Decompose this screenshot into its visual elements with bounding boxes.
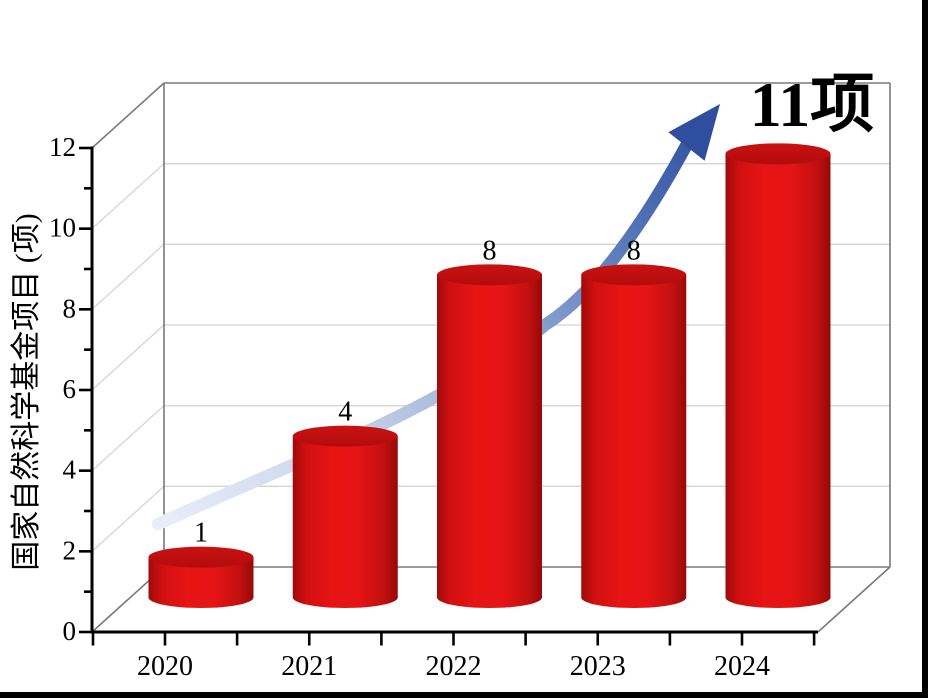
frame-edge [817,566,891,633]
cylinder-body [148,557,254,608]
trend-arrow-head [668,104,720,161]
y-tick-label: 8 [63,293,77,323]
cylinder-body [292,436,398,608]
y-tick-label: 6 [63,374,77,404]
cylinder-body [725,153,831,609]
value-labels-layer: 1 4 8 8 [194,235,641,548]
x-category-label: 2024 [714,651,770,682]
cylinder-bar-2020 [148,546,254,608]
y-axis-title: 国家自然科学基金项目 (项) [10,213,43,570]
frame-edge [91,82,165,149]
cylinder-body [437,274,542,608]
cylinder-bar-2021 [292,425,398,608]
y-tick-label: 2 [63,535,77,565]
cylinder-top [581,264,687,286]
left-wall-gridlines [91,163,165,552]
y-tick-label: 12 [49,132,76,162]
y-tick-labels: 0 2 4 6 8 10 12 [49,132,77,646]
gridline [91,405,165,472]
x-category-label: 2020 [137,651,193,682]
bar-value-label: 4 [338,397,352,428]
cylinder-bar-2022 [437,264,542,608]
cylinder-top [148,546,254,568]
x-category-label: 2021 [281,651,337,682]
cylinder-top [292,425,398,447]
y-tick-label: 0 [63,616,77,646]
y-tick-label: 10 [49,213,76,243]
gridline [91,243,165,310]
gridline [91,324,165,391]
bar-value-label: 8 [627,235,641,266]
gridline [91,163,165,230]
cylinder-top [725,143,831,165]
gridline [91,485,165,552]
cylinder-top [437,264,542,286]
bar-value-label: 1 [194,518,208,549]
ticks-layer [79,146,816,646]
bar-value-label: 8 [483,235,497,266]
cylinder-bar-2023 [581,264,687,608]
annotation-11-projects: 11项 [750,69,874,140]
x-category-label: 2023 [570,651,626,682]
y-tick-label: 4 [63,455,77,485]
x-category-label: 2022 [426,651,482,682]
x-category-labels: 2020 2021 2022 2023 2024 [137,651,770,682]
bars-layer [148,143,831,609]
cylinder-body [581,274,687,608]
cylinder-bar-2024 [725,143,831,609]
